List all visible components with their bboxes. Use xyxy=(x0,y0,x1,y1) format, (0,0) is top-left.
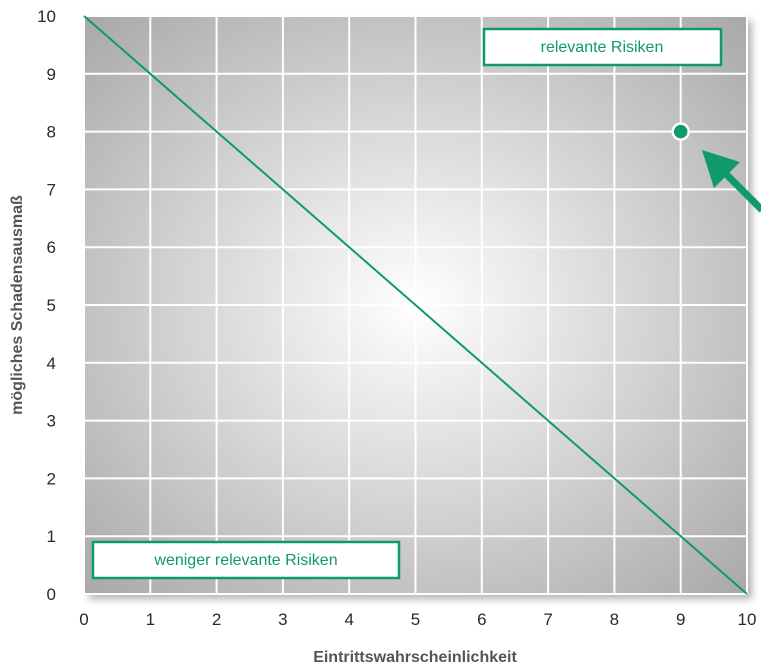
y-tick-label-3: 3 xyxy=(47,412,56,431)
threshold-line xyxy=(83,15,748,595)
x-tick-label-2: 2 xyxy=(212,610,221,629)
data-point-0 xyxy=(671,122,690,141)
x-tick-label-6: 6 xyxy=(477,610,486,629)
x-tick-label-4: 4 xyxy=(344,610,353,629)
y-tick-label-2: 2 xyxy=(47,469,56,488)
x-tick-label-8: 8 xyxy=(610,610,619,629)
data-points xyxy=(671,122,690,141)
x-tick-label-7: 7 xyxy=(543,610,552,629)
x-axis-title: Eintrittswahrscheinlichkeit xyxy=(313,649,517,666)
y-tick-label-10: 10 xyxy=(37,7,56,26)
y-tick-label-8: 8 xyxy=(47,123,56,142)
x-tick-label-5: 5 xyxy=(411,610,420,629)
y-tick-label-6: 6 xyxy=(47,238,56,257)
y-tick-label-1: 1 xyxy=(47,527,56,546)
y-tick-label-4: 4 xyxy=(47,354,56,373)
x-tick-label-10: 10 xyxy=(738,610,757,629)
y-tick-label-0: 0 xyxy=(47,585,56,604)
upper-zone-label: relevante Risiken xyxy=(541,39,664,56)
x-tick-label-0: 0 xyxy=(79,610,88,629)
pointer-arrow-icon xyxy=(702,150,761,213)
y-tick-label-9: 9 xyxy=(47,65,56,84)
lower-zone-label: weniger relevante Risiken xyxy=(153,552,337,569)
x-tick-label-1: 1 xyxy=(146,610,155,629)
lower-zone-box: weniger relevante Risiken xyxy=(91,540,401,580)
y-tick-label-5: 5 xyxy=(47,296,56,315)
upper-zone-box: relevante Risiken xyxy=(482,27,723,67)
x-tick-label-9: 9 xyxy=(676,610,685,629)
x-tick-label-3: 3 xyxy=(278,610,287,629)
tick-labels: 0 1 2 3 4 5 6 7 8 9 10 0 1 2 3 4 5 6 7 8 9 10 xyxy=(37,7,756,629)
grid-lines xyxy=(83,15,748,595)
y-tick-label-7: 7 xyxy=(47,180,56,199)
y-axis-title: mögliches Schadensausmaß xyxy=(9,195,26,415)
